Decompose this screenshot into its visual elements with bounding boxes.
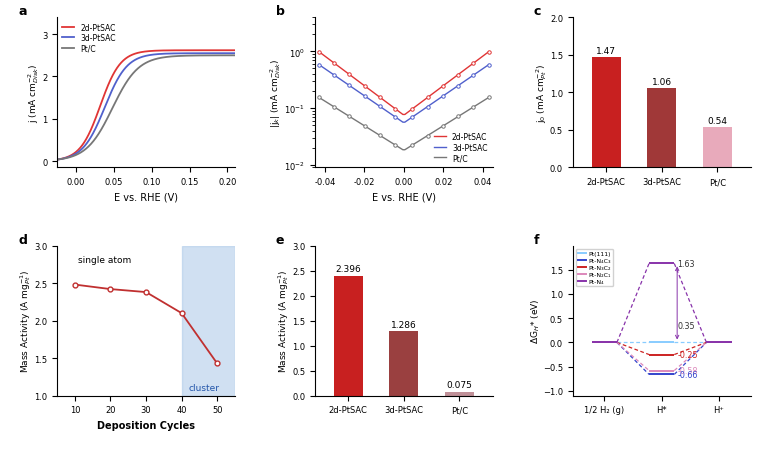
Y-axis label: ΔG$_{H}$* (eV): ΔG$_{H}$* (eV)	[529, 298, 542, 344]
Bar	[591, 58, 620, 168]
3d-PtSAC	[149, 53, 158, 58]
Y-axis label: |j$_k$| (mA cm$^{-2}_{Disk}$): |j$_k$| (mA cm$^{-2}_{Disk}$)	[268, 59, 283, 127]
Pt/C	[149, 58, 158, 63]
Y-axis label: Mass Activity (A mg$^{-1}_{Pt}$): Mass Activity (A mg$^{-1}_{Pt}$)	[276, 269, 290, 373]
Text: 1.286: 1.286	[391, 320, 417, 329]
Text: 0.35: 0.35	[677, 321, 695, 330]
3d-PtSAC	[158, 52, 168, 57]
X-axis label: E vs. RHE (V): E vs. RHE (V)	[114, 192, 178, 202]
Line: 2d-PtSAC: 2d-PtSAC	[319, 52, 488, 115]
3d-PtSAC	[53, 157, 62, 163]
Text: a: a	[18, 5, 27, 18]
2d-PtSAC	[443, 81, 452, 86]
Bar	[389, 332, 418, 396]
Bar	[445, 392, 474, 396]
3d-PtSAC	[226, 51, 235, 57]
2d-PtSAC	[399, 112, 408, 118]
Bar	[647, 89, 676, 168]
Pt/C	[443, 121, 452, 126]
Text: f: f	[533, 233, 539, 246]
Text: -0.58: -0.58	[677, 366, 698, 375]
2d-PtSAC	[390, 106, 399, 112]
Line: Pt/C: Pt/C	[319, 98, 488, 151]
3d-PtSAC	[390, 115, 399, 120]
3d-PtSAC	[344, 83, 354, 89]
Text: 0.075: 0.075	[447, 381, 472, 389]
2d-PtSAC	[226, 48, 235, 54]
Text: 1.06: 1.06	[652, 77, 672, 86]
Pt/C	[198, 54, 207, 59]
3d-PtSAC	[230, 51, 239, 57]
3d-PtSAC	[315, 63, 324, 68]
3d-PtSAC	[138, 55, 147, 60]
Pt/C	[226, 54, 235, 59]
Line: 2d-PtSAC: 2d-PtSAC	[57, 51, 235, 160]
2d-PtSAC	[198, 48, 207, 54]
Text: c: c	[533, 5, 541, 18]
Text: b: b	[276, 5, 285, 18]
Legend: 2d-PtSAC, 3d-PtSAC, Pt/C: 2d-PtSAC, 3d-PtSAC, Pt/C	[61, 22, 117, 55]
Pt/C	[315, 96, 324, 101]
Pt/C	[399, 148, 408, 153]
2d-PtSAC	[415, 101, 424, 106]
Pt/C	[429, 130, 438, 136]
Text: d: d	[18, 233, 27, 246]
3d-PtSAC	[198, 51, 207, 57]
3d-PtSAC	[137, 55, 146, 61]
2d-PtSAC	[230, 48, 239, 54]
Text: cluster: cluster	[189, 383, 219, 392]
2d-PtSAC	[357, 82, 367, 87]
Line: 3d-PtSAC: 3d-PtSAC	[319, 66, 488, 123]
Text: 0.54: 0.54	[707, 116, 727, 125]
Pt/C	[415, 138, 424, 144]
Line: Pt/C: Pt/C	[57, 56, 235, 160]
Pt/C	[357, 122, 367, 128]
Y-axis label: Mass Activity (A mg$^{-1}_{Pt}$): Mass Activity (A mg$^{-1}_{Pt}$)	[18, 269, 33, 373]
Pt/C	[344, 114, 354, 119]
3d-PtSAC	[429, 101, 438, 106]
Y-axis label: j$_0$ (mA cm$^{-2}_{Pt}$): j$_0$ (mA cm$^{-2}_{Pt}$)	[533, 64, 549, 123]
Bar	[703, 127, 732, 168]
2d-PtSAC	[484, 50, 493, 55]
3d-PtSAC	[415, 110, 424, 115]
2d-PtSAC	[137, 50, 146, 56]
X-axis label: E vs. RHE (V): E vs. RHE (V)	[372, 192, 436, 202]
Pt/C	[484, 96, 493, 101]
2d-PtSAC	[53, 157, 62, 163]
3d-PtSAC	[357, 92, 367, 98]
2d-PtSAC	[344, 72, 354, 77]
Text: 1.63: 1.63	[677, 259, 695, 268]
Text: single atom: single atom	[78, 256, 132, 264]
2d-PtSAC	[158, 49, 168, 54]
Y-axis label: j (mA cm$^{-2}_{Disk}$): j (mA cm$^{-2}_{Disk}$)	[26, 64, 40, 123]
2d-PtSAC	[138, 50, 147, 56]
Pt/C	[390, 143, 399, 148]
Bar	[334, 276, 363, 396]
Line: 3d-PtSAC: 3d-PtSAC	[57, 54, 235, 160]
Legend: Pt(111), Pt-N₄C₃, Pt-N₃C₂, Pt-N₂C₁, Pt-N₄: Pt(111), Pt-N₄C₃, Pt-N₃C₂, Pt-N₂C₁, Pt-N…	[576, 249, 613, 287]
X-axis label: Deposition Cycles: Deposition Cycles	[97, 420, 195, 430]
3d-PtSAC	[443, 91, 452, 96]
2d-PtSAC	[315, 50, 324, 55]
Text: 1.47: 1.47	[596, 47, 616, 56]
Pt/C	[138, 63, 147, 68]
Pt/C	[137, 64, 146, 69]
Pt/C	[230, 54, 239, 59]
Pt/C	[158, 56, 168, 61]
Pt/C	[53, 157, 62, 163]
Text: 2.396: 2.396	[335, 265, 361, 273]
3d-PtSAC	[484, 63, 493, 68]
Legend: 2d-PtSAC, 3d-PtSAC, Pt/C: 2d-PtSAC, 3d-PtSAC, Pt/C	[433, 131, 489, 164]
Bar	[181, 246, 235, 396]
2d-PtSAC	[429, 91, 438, 97]
Text: e: e	[276, 233, 284, 246]
2d-PtSAC	[149, 49, 158, 55]
Text: -0.25: -0.25	[677, 350, 698, 359]
3d-PtSAC	[399, 120, 408, 126]
Text: -0.66: -0.66	[677, 370, 697, 379]
